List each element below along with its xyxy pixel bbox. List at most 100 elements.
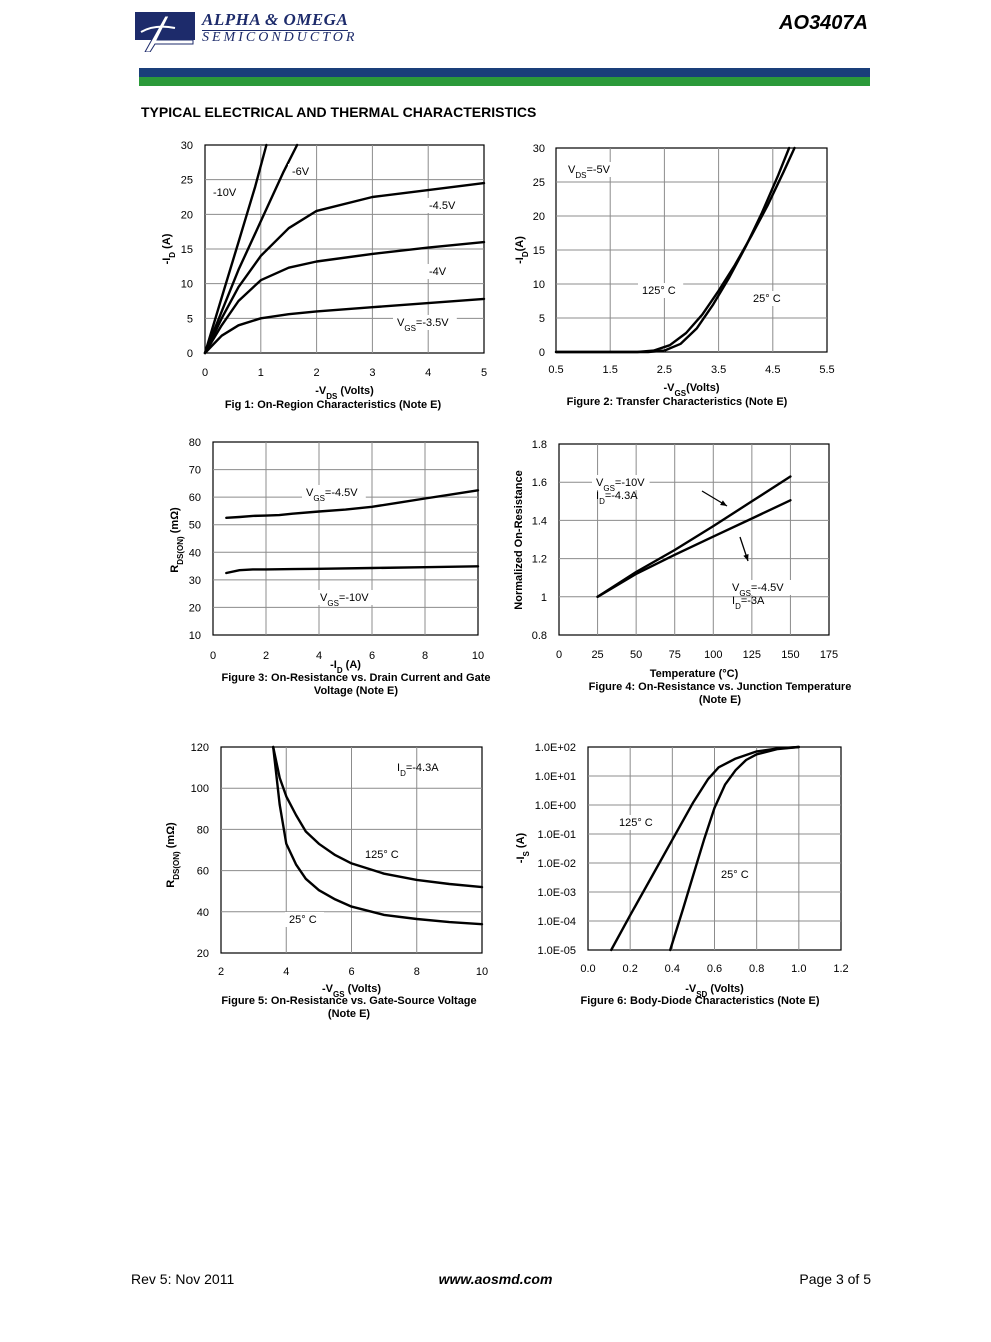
annotation-background: [425, 198, 464, 213]
y-tick-label: 5: [539, 313, 545, 325]
x-tick-label: 0: [202, 367, 208, 379]
y-tick-label: 1.0E+00: [535, 800, 576, 812]
y-tick-label: 20: [181, 209, 193, 221]
x-tick-label: 0.5: [548, 364, 563, 376]
y-tick-label: 1.0E-01: [537, 829, 576, 841]
annotation-label: VGS=-10V: [596, 477, 645, 493]
company-name: ALPHA & OMEGA: [202, 10, 349, 31]
annotation-background: [592, 475, 650, 490]
annotation-background: [361, 847, 407, 862]
x-tick-label: 125: [743, 649, 761, 661]
y-tick-label: 30: [181, 140, 193, 152]
part-number: AO3407A: [779, 12, 868, 34]
x-tick-label: 0.6: [707, 963, 722, 975]
y-tick-label: 0.8: [532, 630, 547, 642]
annotation-label: VGS=-4.5V: [732, 582, 784, 598]
y-tick-label: 1.8: [532, 439, 547, 451]
y-tick-label: 1.0E-05: [537, 945, 576, 957]
x-tick-label: 2: [218, 966, 224, 978]
annotation-background: [728, 580, 792, 595]
series-line: [203, 143, 299, 355]
y-tick-label: 25: [533, 177, 545, 189]
annotation-background: [288, 164, 315, 179]
annotation-background: [717, 867, 756, 882]
x-tick-label: 0.8: [749, 963, 764, 975]
chart-title: Figure 6: Body-Diode Characteristics (No…: [581, 995, 820, 1007]
y-tick-label: 40: [189, 547, 201, 559]
y-tick-label: 1.0E-02: [537, 858, 576, 870]
y-tick-label: 1.4: [532, 515, 547, 527]
annotation-label: -4V: [429, 266, 447, 278]
x-tick-label: 0: [556, 649, 562, 661]
x-axis-label: -ID (A): [330, 659, 361, 675]
x-tick-label: 0.0: [580, 963, 595, 975]
annotation-label: ID=-3A: [732, 595, 765, 611]
annotation-label: 25° C: [721, 869, 749, 881]
series-line: [203, 297, 486, 355]
annotation-background: [316, 590, 374, 605]
annotation-label: -10V: [213, 187, 237, 199]
x-tick-label: 4: [425, 367, 431, 379]
x-axis-label: -VDS (Volts): [315, 385, 374, 401]
x-tick-label: 4: [316, 650, 322, 662]
series-line: [225, 565, 480, 575]
chart-title: Fig 1: On-Region Characteristics (Note E…: [225, 399, 442, 411]
y-tick-label: 70: [189, 465, 201, 477]
x-tick-label: 150: [781, 649, 799, 661]
y-tick-label: 1.6: [532, 477, 547, 489]
x-tick-label: 4: [283, 966, 289, 978]
y-tick-label: 30: [189, 575, 201, 587]
x-tick-label: 2.5: [657, 364, 672, 376]
chart-title: Figure 4: On-Resistance vs. Junction Tem…: [589, 681, 852, 693]
y-tick-label: 5: [187, 313, 193, 325]
y-tick-label: 50: [189, 520, 201, 532]
x-axis-label: -VGS (Volts): [322, 983, 381, 999]
x-axis-label: -VSD (Volts): [685, 983, 744, 999]
annotation-background: [393, 315, 457, 330]
chart-title: (Note E): [328, 1008, 371, 1020]
x-tick-label: 5.5: [819, 364, 834, 376]
annotation-background: [302, 485, 366, 500]
footer-url[interactable]: www.aosmd.com: [438, 1271, 553, 1287]
y-tick-label: 1.0E-04: [537, 916, 576, 928]
annotation-label: -6V: [292, 166, 310, 178]
x-tick-label: 1.5: [603, 364, 618, 376]
y-axis-label: -ID (A): [161, 233, 177, 264]
annotation-label: ID=-4.3A: [596, 490, 638, 506]
x-tick-label: 10: [476, 966, 488, 978]
y-tick-label: 60: [189, 492, 201, 504]
x-tick-label: 0.4: [665, 963, 680, 975]
y-tick-label: 80: [189, 437, 201, 449]
series-line: [669, 745, 800, 952]
y-axis-label: -ID(A): [514, 236, 530, 264]
annotation-background: [425, 264, 452, 279]
x-tick-label: 100: [704, 649, 722, 661]
x-axis-label: -VGS(Volts): [664, 382, 720, 398]
company-subtitle: SEMICONDUCTOR: [202, 30, 358, 45]
x-tick-label: 175: [820, 649, 838, 661]
x-axis-label: Temperature (°C): [650, 668, 739, 680]
y-tick-label: 20: [197, 948, 209, 960]
annotation-label: VDS=-5V: [568, 164, 611, 180]
x-tick-label: 3: [369, 367, 375, 379]
y-tick-label: 30: [533, 143, 545, 155]
annotation-arrowhead: [743, 554, 749, 561]
chart-title: Voltage (Note E): [314, 685, 398, 697]
footer-page: Page 3 of 5: [799, 1271, 871, 1287]
y-tick-label: 1.0E+01: [535, 771, 576, 783]
y-tick-label: 100: [191, 783, 209, 795]
y-tick-label: 0: [187, 348, 193, 360]
y-tick-label: 15: [181, 244, 193, 256]
x-tick-label: 5: [481, 367, 487, 379]
annotation-label: ID=-4.3A: [397, 762, 439, 778]
series-line: [203, 181, 486, 355]
x-tick-label: 10: [472, 650, 484, 662]
x-tick-label: 8: [414, 966, 420, 978]
y-tick-label: 80: [197, 824, 209, 836]
y-tick-label: 60: [197, 866, 209, 878]
annotation-label: 125° C: [642, 285, 676, 297]
x-tick-label: 1.2: [833, 963, 848, 975]
annotation-background: [615, 815, 661, 830]
y-tick-label: 1.2: [532, 554, 547, 566]
annotation-label: VGS=-10V: [320, 592, 369, 608]
